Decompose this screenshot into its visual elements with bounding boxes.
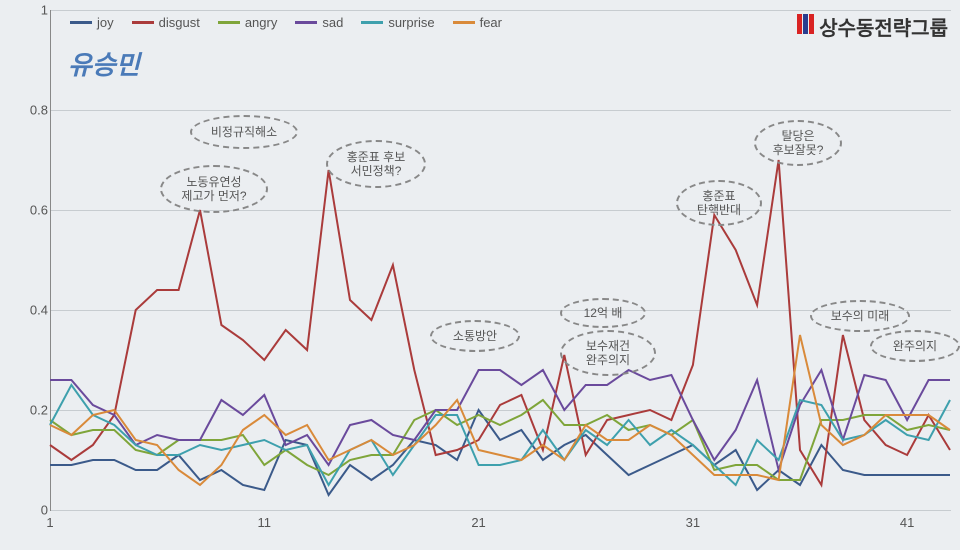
legend-item-surprise: surprise [361, 15, 434, 30]
annotation-bubble: 탈당은 후보잘못? [754, 120, 842, 166]
legend-item-joy: joy [70, 15, 114, 30]
annotation-bubble: 소통방안 [430, 320, 520, 352]
x-tick-label: 11 [258, 515, 272, 530]
annotation-bubble: 보수의 미래 [810, 300, 910, 332]
legend-label: sad [322, 15, 343, 30]
legend-swatch-icon [218, 21, 240, 24]
annotation-bubble: 비정규직해소 [190, 115, 298, 149]
annotation-bubble: 노동유연성 제고가 먼저? [160, 165, 268, 213]
legend: joy disgust angry sad surprise fear [70, 15, 502, 30]
annotation-bubble: 보수재건 완주의지 [560, 330, 656, 376]
legend-label: angry [245, 15, 278, 30]
legend-swatch-icon [295, 21, 317, 24]
chart-container: joy disgust angry sad surprise fear 상수동전략그룹 유… [0, 0, 960, 550]
y-tick-label: 0.6 [30, 203, 48, 218]
logo-bars-icon [797, 14, 815, 40]
x-tick-label: 21 [471, 515, 485, 530]
legend-label: surprise [388, 15, 434, 30]
logo: 상수동전략그룹 [797, 12, 948, 41]
chart-title: 유승민 [68, 45, 140, 82]
annotation-bubble: 12억 배 [560, 298, 646, 328]
legend-item-disgust: disgust [132, 15, 200, 30]
legend-swatch-icon [70, 21, 92, 24]
annotation-bubble: 홍준표 탄핵반대 [676, 180, 762, 226]
legend-swatch-icon [132, 21, 154, 24]
chart-lines [50, 10, 950, 510]
y-tick-label: 0.4 [30, 303, 48, 318]
x-tick-label: 41 [900, 515, 914, 530]
logo-text: 상수동전략그룹 [819, 12, 948, 41]
legend-swatch-icon [361, 21, 383, 24]
annotation-bubble: 완주의지 [870, 330, 960, 362]
gridline [51, 510, 951, 511]
legend-item-fear: fear [453, 15, 502, 30]
legend-swatch-icon [453, 21, 475, 24]
legend-item-sad: sad [295, 15, 343, 30]
x-tick-label: 31 [686, 515, 700, 530]
annotation-bubble: 홍준표 후보 서민정책? [326, 140, 426, 188]
legend-label: joy [97, 15, 114, 30]
legend-label: disgust [159, 15, 200, 30]
y-tick-label: 1 [41, 3, 48, 18]
legend-item-angry: angry [218, 15, 278, 30]
legend-label: fear [480, 15, 502, 30]
x-tick-label: 1 [46, 515, 53, 530]
y-tick-label: 0.2 [30, 403, 48, 418]
y-tick-label: 0.8 [30, 103, 48, 118]
